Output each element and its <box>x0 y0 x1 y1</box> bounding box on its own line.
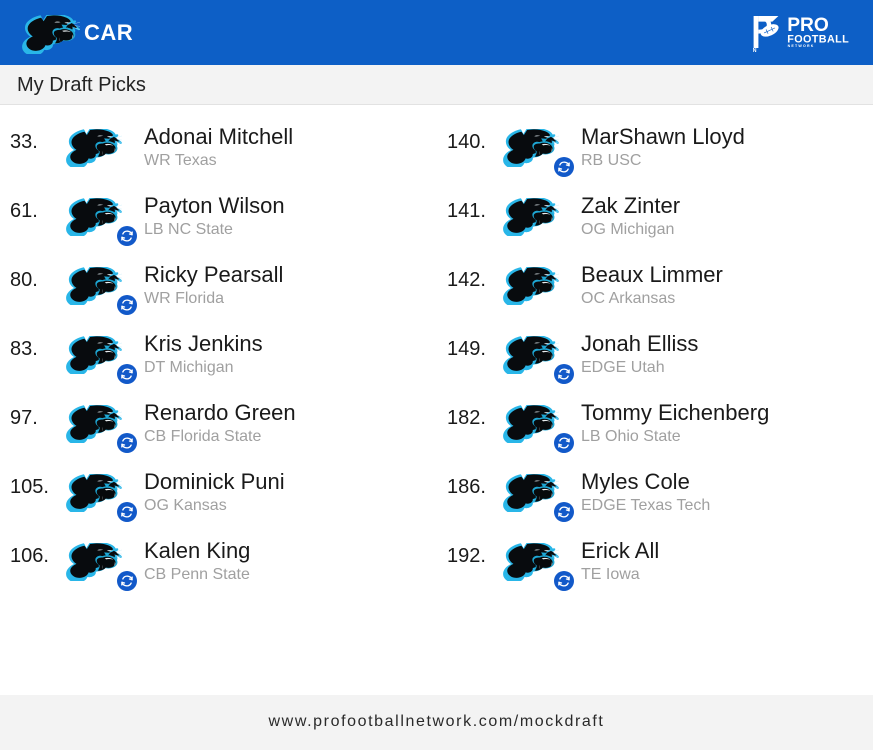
svg-text:N: N <box>753 48 757 54</box>
svg-text:FOOTBALL: FOOTBALL <box>787 33 849 45</box>
svg-text:NETWORK: NETWORK <box>788 44 815 48</box>
